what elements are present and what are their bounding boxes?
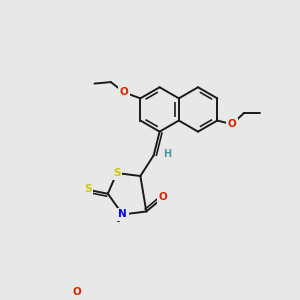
Text: N: N bbox=[118, 209, 127, 220]
Text: H: H bbox=[163, 149, 171, 159]
Text: O: O bbox=[72, 287, 81, 297]
Text: O: O bbox=[228, 119, 236, 129]
Text: O: O bbox=[120, 87, 128, 98]
Text: S: S bbox=[84, 184, 92, 194]
Text: S: S bbox=[113, 168, 121, 178]
Text: O: O bbox=[158, 192, 167, 203]
